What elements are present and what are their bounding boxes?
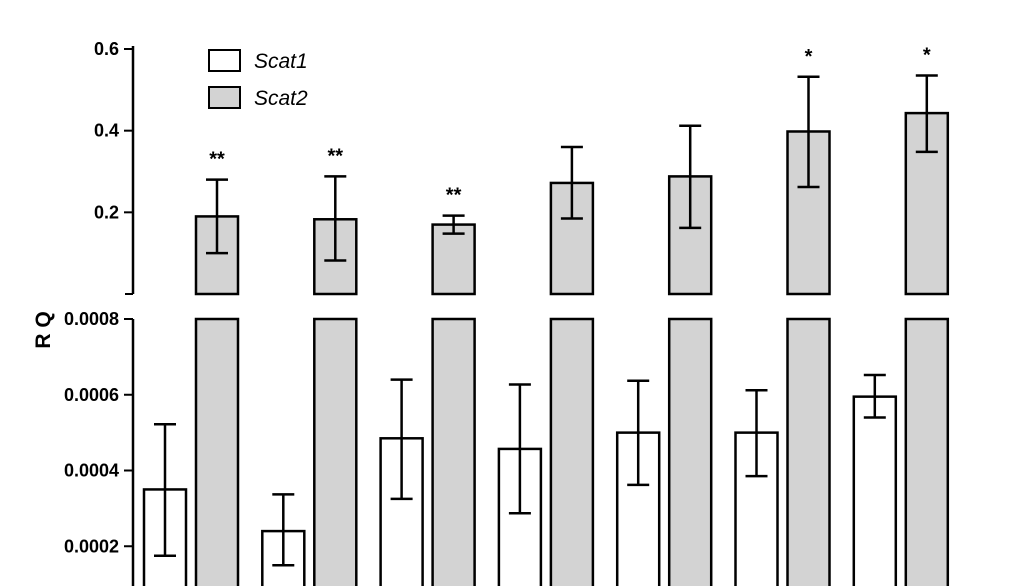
error-bar-scat1 xyxy=(745,388,768,478)
error-bar-scat2 xyxy=(797,75,820,189)
bars xyxy=(134,111,1024,586)
significance-label: * xyxy=(805,46,813,68)
significance-label: ** xyxy=(446,185,462,207)
bar-scat2-lower xyxy=(194,317,240,586)
lower-y-tick-label: 0.0004 xyxy=(64,461,119,481)
error-bar-scat2 xyxy=(679,124,702,230)
lower-y-tick-label: 0.0008 xyxy=(64,309,119,329)
error-bar-scat1 xyxy=(390,378,413,501)
legend-item: Scat2 xyxy=(208,86,308,110)
bar-scat2-lower xyxy=(904,317,950,586)
lower-y-axis: 0.0002 0.0004 0.0006 0.0008 xyxy=(64,309,135,586)
upper-y-axis: 0.2 0.4 0.6 xyxy=(94,39,135,295)
error-bar-scat1 xyxy=(863,373,886,419)
legend-label: Scat1 xyxy=(254,50,308,73)
significance-label: ** xyxy=(328,145,344,167)
error-bars xyxy=(154,74,938,567)
legend: Scat1 Scat2 xyxy=(208,49,308,110)
error-bar-scat2 xyxy=(324,175,347,262)
bar-scat2-lower xyxy=(313,317,358,586)
error-bar-scat2 xyxy=(560,145,583,220)
significance-markers: ** ***** * xyxy=(209,45,931,207)
bar-scat2-lower xyxy=(786,317,831,586)
upper-y-tick-label: 0.2 xyxy=(94,202,119,222)
significance-label: * xyxy=(923,45,931,67)
error-bar-scat1 xyxy=(154,423,176,557)
significance-label: ** xyxy=(209,149,225,171)
upper-y-tick-label: 0.6 xyxy=(94,39,119,59)
lower-y-tick-label: 0.0006 xyxy=(64,385,119,405)
legend-swatch xyxy=(208,86,241,109)
error-bar-scat1 xyxy=(508,383,531,515)
bar-scat2-lower xyxy=(667,317,713,586)
error-bar-scat2 xyxy=(206,178,228,255)
legend-label: Scat2 xyxy=(254,87,308,110)
bar-scat1 xyxy=(852,395,898,586)
bar-scat2-lower xyxy=(431,317,476,586)
error-bar-scat2 xyxy=(915,74,938,154)
legend-item: Scat1 xyxy=(208,49,308,73)
axis-break-gap xyxy=(134,295,1024,318)
bar-scat2-upper xyxy=(431,223,476,296)
bar-scat2-lower xyxy=(549,317,595,586)
error-bar-scat1 xyxy=(272,493,295,567)
lower-y-tick-label: 0.0002 xyxy=(64,536,119,556)
legend-swatch xyxy=(208,49,241,72)
y-axis-title: R Q xyxy=(32,311,55,348)
error-bar-scat1 xyxy=(627,379,650,487)
bar-scat2-upper xyxy=(549,181,595,296)
error-bar-scat2 xyxy=(442,214,465,235)
upper-y-tick-label: 0.4 xyxy=(94,121,119,141)
